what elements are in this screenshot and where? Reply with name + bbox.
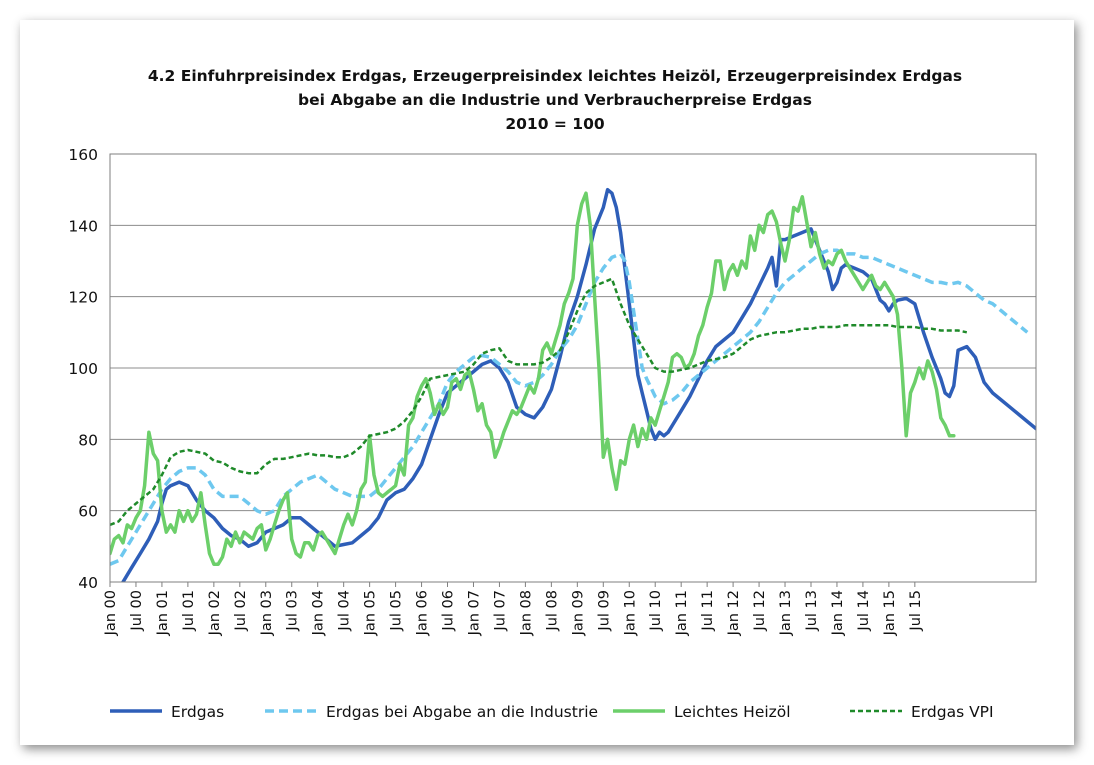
x-axis-ticks: Jan 00 Jul 00 Jan 01 Jul 01 Jan 02 Jul 02 Jan … <box>103 582 924 636</box>
x-tick-label: Jul 04 <box>337 590 353 632</box>
legend: Erdgas Erdgas bei Abgabe an die Industrie… <box>110 703 994 721</box>
x-tick-label: Jan 00 <box>103 590 119 636</box>
x-tick-label: Jan 14 <box>830 590 846 636</box>
x-tick-label: Jul 06 <box>441 590 457 632</box>
chart-title: 4.2 Einfuhrpreisindex Erdgas, Erzeugerpr… <box>148 67 962 133</box>
chart-frame <box>20 20 1074 745</box>
x-tick-label: Jan 04 <box>311 590 327 636</box>
series-lines <box>110 187 1036 582</box>
plot-area: 40 60 80 100 120 140 160 Jan 00 Jul 00 Jan 01 Jul… <box>68 146 1037 636</box>
grid-lines <box>110 153 1036 583</box>
x-tick-label: Jul 00 <box>129 590 145 632</box>
y-axis-ticks: 40 60 80 100 120 140 160 <box>68 146 98 592</box>
x-tick-label: Jan 10 <box>622 590 638 636</box>
y-tick-label: 60 <box>78 503 98 521</box>
x-tick-label: Jul 02 <box>233 590 249 632</box>
x-tick-label: Jul 09 <box>596 590 612 632</box>
series-line-0 <box>121 187 1036 582</box>
series-line-1 <box>110 248 1029 566</box>
x-tick-label: Jan 12 <box>726 590 742 636</box>
x-tick-label: Jul 14 <box>856 590 872 632</box>
x-tick-label: Jan 06 <box>415 590 431 636</box>
x-tick-label: Jul 07 <box>492 590 508 632</box>
x-tick-label: Jul 08 <box>544 590 560 632</box>
y-tick-label: 40 <box>78 574 98 592</box>
x-tick-label: Jan 02 <box>207 590 223 636</box>
plot-border <box>109 153 1037 583</box>
x-tick-label: Jul 15 <box>908 590 924 632</box>
x-tick-label: Jul 10 <box>648 590 664 632</box>
chart-title-line-3: 2010 = 100 <box>505 115 604 133</box>
x-tick-label: Jan 03 <box>259 590 275 636</box>
x-tick-label: Jan 01 <box>155 590 171 636</box>
x-tick-label: Jul 03 <box>285 590 301 632</box>
y-tick-label: 100 <box>68 360 98 378</box>
x-tick-label: Jan 15 <box>882 590 898 636</box>
x-tick-label: Jul 12 <box>752 590 768 632</box>
legend-label-2: Leichtes Heizöl <box>674 703 791 721</box>
x-tick-label: Jul 11 <box>700 590 716 632</box>
chart-title-line-2: bei Abgabe an die Industrie und Verbrauc… <box>298 91 812 109</box>
x-tick-label: Jul 01 <box>181 590 197 632</box>
legend-label-0: Erdgas <box>171 703 224 721</box>
chart-title-line-1: 4.2 Einfuhrpreisindex Erdgas, Erzeugerpr… <box>148 67 962 85</box>
y-tick-label: 80 <box>78 431 98 449</box>
y-tick-label: 120 <box>68 289 98 307</box>
legend-label-3: Erdgas VPI <box>911 703 994 721</box>
x-tick-label: Jan 13 <box>778 590 794 636</box>
series-line-2 <box>110 191 956 566</box>
legend-label-1: Erdgas bei Abgabe an die Industrie <box>326 703 598 721</box>
x-tick-label: Jan 05 <box>363 590 379 636</box>
x-tick-label: Jan 09 <box>570 590 586 636</box>
series-line-3 <box>110 277 968 527</box>
x-tick-label: Jul 05 <box>389 590 405 632</box>
x-tick-label: Jul 13 <box>804 590 820 632</box>
y-tick-label: 160 <box>68 146 98 164</box>
y-tick-label: 140 <box>68 217 98 235</box>
x-tick-label: Jan 07 <box>466 590 482 636</box>
x-tick-label: Jan 11 <box>674 590 690 636</box>
x-tick-label: Jan 08 <box>518 590 534 636</box>
